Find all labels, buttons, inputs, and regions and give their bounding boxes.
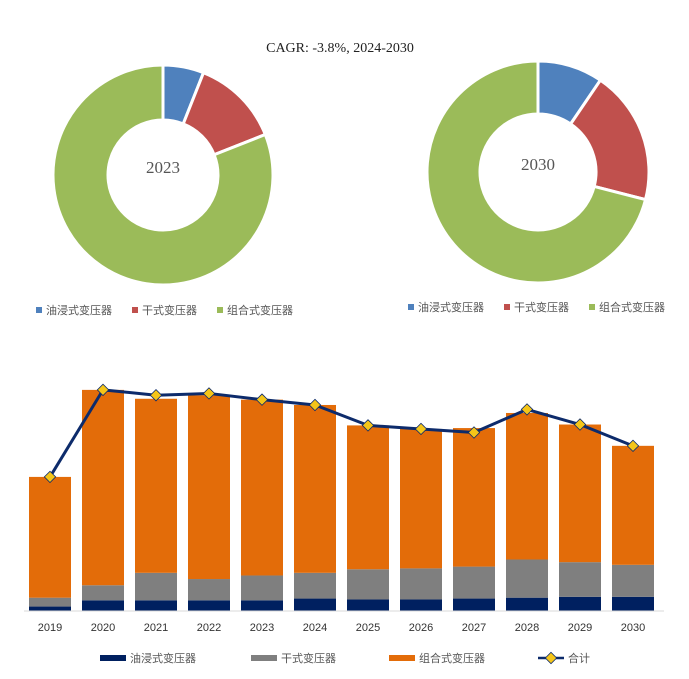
bar-dry-2026 (400, 568, 442, 600)
bar-oil-2026 (400, 599, 442, 611)
x-tick-label: 2024 (303, 622, 327, 634)
x-tick-label: 2023 (250, 622, 274, 634)
donut-2023 (51, 63, 275, 287)
bar-combo-2028 (506, 412, 548, 560)
x-axis-ticks: 2019 2020 2021 2022 2023 2024 2025 2026 2027 2028… (38, 622, 645, 634)
legend-swatch-oil (36, 307, 42, 313)
total-marker-2024 (308, 398, 322, 412)
donut-2023-legend: 油浸式变压器 干式变压器 组合式变压器 (36, 303, 293, 317)
x-tick-label: 2025 (356, 622, 380, 634)
stacked-bar-chart (29, 389, 654, 611)
x-tick-label: 2021 (144, 622, 168, 634)
total-marker-2027 (467, 426, 481, 439)
total-line-series (43, 383, 640, 484)
total-line (48, 388, 634, 478)
bar-combo-2025 (347, 425, 389, 570)
total-marker-2020 (96, 383, 110, 397)
x-tick-label: 2027 (462, 622, 486, 634)
bar-oil-2022 (188, 600, 230, 611)
total-marker-2029 (573, 418, 587, 431)
total-marker-2023 (255, 393, 269, 406)
bar-oil-2024 (294, 598, 336, 611)
bar-combo-2021 (135, 398, 177, 573)
bar-oil-2023 (241, 600, 283, 611)
legend-swatch-dry (132, 307, 138, 313)
bar-dry-2022 (188, 579, 230, 601)
legend-swatch-oil (100, 655, 126, 661)
cagr-title: CAGR: -3.8%, 2024-2030 (266, 41, 414, 56)
bar-oil-2029 (559, 596, 601, 611)
legend-label-oil: 油浸式变压器 (130, 651, 196, 665)
total-marker-2030 (626, 439, 640, 453)
bar-combo-2023 (241, 399, 283, 576)
bar-combo-2029 (559, 424, 601, 563)
total-marker-2025 (361, 419, 375, 432)
donut-slice-combo (425, 59, 648, 285)
x-tick-label: 2019 (38, 622, 62, 634)
donut-2030 (425, 59, 651, 285)
x-tick-label: 2020 (91, 622, 115, 634)
legend-label-dry: 干式变压器 (142, 303, 197, 317)
total-marker-2021 (149, 388, 163, 402)
bar-dry-2023 (241, 575, 283, 601)
legend-label-oil: 油浸式变压器 (46, 303, 112, 317)
bar-dry-2030 (612, 564, 654, 597)
x-tick-label: 2029 (568, 622, 592, 634)
bar-dry-2028 (506, 559, 548, 598)
legend-label-oil: 油浸式变压器 (418, 300, 484, 314)
legend-label-dry: 干式变压器 (514, 300, 569, 314)
total-marker-2022 (202, 387, 216, 400)
bar-chart-legend: 油浸式变压器 干式变压器 组合式变压器 合计 (100, 651, 590, 665)
legend-swatch-combo (389, 655, 415, 661)
bar-oil-2025 (347, 599, 389, 611)
bar-dry-2020 (82, 585, 124, 601)
bar-oil-2030 (612, 596, 654, 611)
total-marker-2026 (414, 422, 428, 436)
legend-swatch-dry (504, 304, 510, 310)
bar-combo-2019 (29, 476, 71, 598)
bar-dry-2021 (135, 572, 177, 601)
total-marker-2019 (43, 470, 57, 484)
bar-combo-2022 (188, 395, 230, 580)
legend-swatch-dry (251, 655, 277, 661)
bar-dry-2019 (29, 597, 71, 607)
legend-marker-total (544, 651, 558, 665)
donut-2030-legend: 油浸式变压器 干式变压器 组合式变压器 (408, 300, 665, 314)
x-tick-label: 2022 (197, 622, 221, 634)
bar-oil-2027 (453, 598, 495, 611)
bar-combo-2030 (612, 445, 654, 565)
bar-oil-2019 (29, 606, 71, 611)
bar-dry-2029 (559, 562, 601, 597)
bar-combo-2020 (82, 389, 124, 586)
bar-combo-2026 (400, 428, 442, 569)
donut-2023-center-label: 2023 (146, 158, 180, 177)
bar-dry-2024 (294, 572, 336, 599)
bar-dry-2027 (453, 566, 495, 599)
total-marker-2028 (520, 403, 534, 416)
bar-combo-2027 (453, 428, 495, 567)
bar-oil-2020 (82, 600, 124, 611)
legend-label-dry: 干式变压器 (281, 651, 336, 665)
bar-oil-2028 (506, 597, 548, 611)
legend-label-total: 合计 (568, 651, 590, 665)
x-tick-label: 2030 (621, 622, 645, 634)
x-tick-label: 2028 (515, 622, 539, 634)
legend-label-combo: 组合式变压器 (227, 303, 293, 317)
donut-slice-combo (51, 63, 275, 287)
legend-swatch-combo (589, 304, 595, 310)
legend-swatch-combo (217, 307, 223, 313)
donut-2030-center-label: 2030 (521, 155, 555, 174)
legend-swatch-oil (408, 304, 414, 310)
bar-oil-2021 (135, 600, 177, 611)
bar-combo-2024 (294, 404, 336, 573)
bar-dry-2025 (347, 569, 389, 600)
legend-label-combo: 组合式变压器 (419, 651, 485, 665)
legend-label-combo: 组合式变压器 (599, 300, 665, 314)
x-tick-label: 2026 (409, 622, 433, 634)
